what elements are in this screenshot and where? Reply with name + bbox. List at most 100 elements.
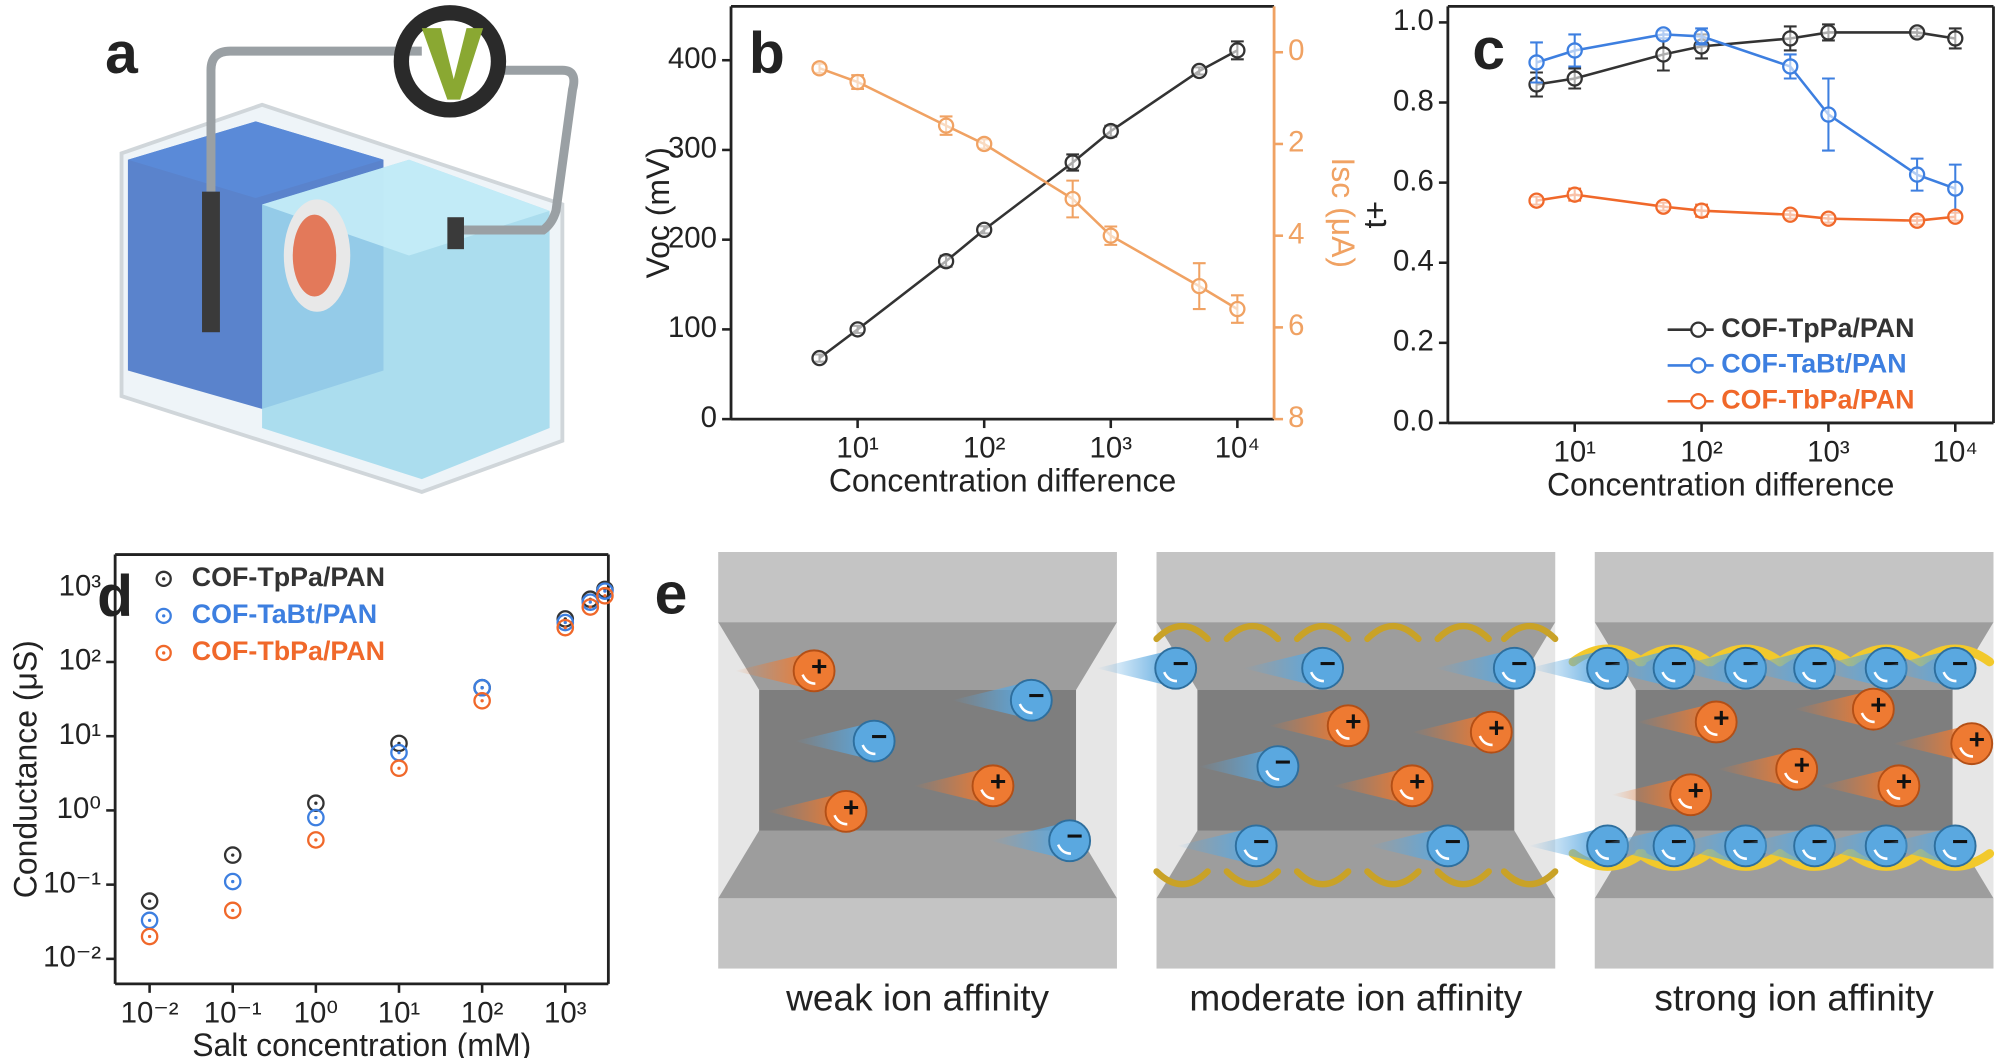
membrane-top (718, 552, 1117, 623)
y2-tick-label: 2 (1288, 126, 1304, 159)
marker (596, 582, 614, 600)
anion (1234, 824, 1278, 868)
marker (307, 808, 325, 827)
ion-sign: − (1320, 648, 1336, 679)
x-tick-label: 10² (963, 432, 1006, 465)
cation-tail (1268, 706, 1349, 745)
ion-sign: + (811, 651, 827, 682)
marker (1782, 206, 1799, 223)
cation-tail (1794, 690, 1874, 729)
y2-tick-label: 6 (1288, 309, 1304, 342)
ion-shine (801, 674, 816, 685)
panel-label: b (749, 21, 785, 86)
marker-dot (603, 589, 607, 593)
ion-shine (1243, 849, 1258, 860)
y-tick-label: 10¹ (59, 718, 102, 751)
legend-label: COF-TaBt/PAN (192, 599, 377, 629)
charged-group (1434, 623, 1492, 643)
marker (1528, 54, 1545, 71)
ion-shine (1501, 671, 1516, 683)
marker (1655, 198, 1672, 215)
marker-dot (314, 801, 318, 805)
cation (792, 649, 836, 693)
marker (307, 831, 325, 849)
y-tick-label: 300 (668, 132, 717, 165)
marker-dot (588, 600, 592, 604)
marker (1102, 122, 1119, 140)
membrane-top (1594, 552, 1994, 623)
marker (581, 593, 600, 611)
marker (596, 586, 614, 605)
chart: 10¹ 10² 10³ 10⁴ 0.0 0.2 0.4 0.6 0.8 1.0 Concentrat… (1357, 4, 1995, 502)
marker (1947, 208, 1964, 225)
marker (1782, 58, 1799, 75)
pore-funnel-bottom (718, 830, 1117, 899)
y2-tick-label: 8 (1288, 401, 1304, 434)
x-tick-label: 10¹ (378, 996, 421, 1029)
y2-axis-label: Isc (μA) (1325, 157, 1361, 268)
marker (1782, 30, 1799, 47)
x-tick-label: 10³ (1090, 432, 1133, 465)
x-tick-label: 10¹ (1553, 435, 1596, 468)
ion-shine (1732, 849, 1747, 860)
x-tick-label: 10⁴ (1215, 432, 1260, 465)
ion-sign: − (1173, 648, 1189, 679)
legend-label: COF-TaBt/PAN (1721, 349, 1906, 379)
charged-group (1153, 868, 1211, 888)
marker (849, 321, 866, 338)
anion-tail (1735, 826, 1815, 866)
charged-group (1223, 623, 1282, 643)
y2-tick-label: 0 (1288, 34, 1304, 67)
cation-tail (1611, 775, 1691, 814)
marker (1693, 202, 1710, 219)
cation-tail (1412, 713, 1492, 752)
ion-sign: + (843, 791, 859, 822)
ion-sign: + (1794, 749, 1810, 780)
marker (1229, 300, 1246, 318)
ion-shine (1056, 844, 1071, 855)
ion-shine (833, 814, 848, 826)
marker (1947, 180, 1964, 197)
marker (581, 598, 600, 616)
ion-shine (1732, 671, 1747, 683)
marker (390, 759, 408, 778)
ion-sign: − (1811, 648, 1827, 679)
marker (556, 613, 575, 632)
y-tick-label: 10³ (59, 570, 102, 603)
anion-tail (1176, 826, 1257, 866)
membrane-bottom (1594, 898, 1994, 969)
marker (1820, 210, 1837, 227)
cation-tail (734, 651, 815, 690)
marker-dot (231, 908, 235, 913)
anion (1154, 646, 1198, 690)
y-tick-label: 0.0 (1393, 405, 1434, 438)
charged-group (1500, 868, 1559, 888)
legend-marker (1690, 393, 1707, 410)
anion-tail (1435, 649, 1515, 688)
marker-dot (588, 605, 592, 609)
ion-sign: − (1511, 648, 1527, 679)
chart: 10¹ 10² 10³ 10⁴ 0 100 200 300 400 0 2 4 6 8 Concentrat… (640, 4, 1361, 498)
ion-shine (1703, 725, 1718, 736)
cation-tail (1332, 766, 1413, 805)
marker (1064, 190, 1081, 208)
marker (1528, 192, 1545, 209)
marker-dot (480, 699, 484, 703)
ion-shine (1886, 789, 1901, 800)
legend-label: COF-TbPa/PAN (1721, 384, 1914, 414)
marker (223, 846, 242, 864)
cation (1669, 773, 1713, 817)
cation (1390, 764, 1434, 808)
x-tick-label: 10² (1680, 435, 1723, 468)
series-line (818, 49, 1239, 360)
marker (1693, 28, 1710, 45)
anion (1009, 678, 1053, 722)
legend-marker (1690, 321, 1707, 338)
marker-dot (480, 686, 484, 690)
marker (976, 135, 993, 153)
anion-tail (1735, 649, 1815, 688)
ion-sign: + (1345, 706, 1361, 737)
y-tick-label: 0 (701, 401, 717, 434)
cation (1326, 704, 1370, 748)
anion-tail (1594, 649, 1675, 688)
